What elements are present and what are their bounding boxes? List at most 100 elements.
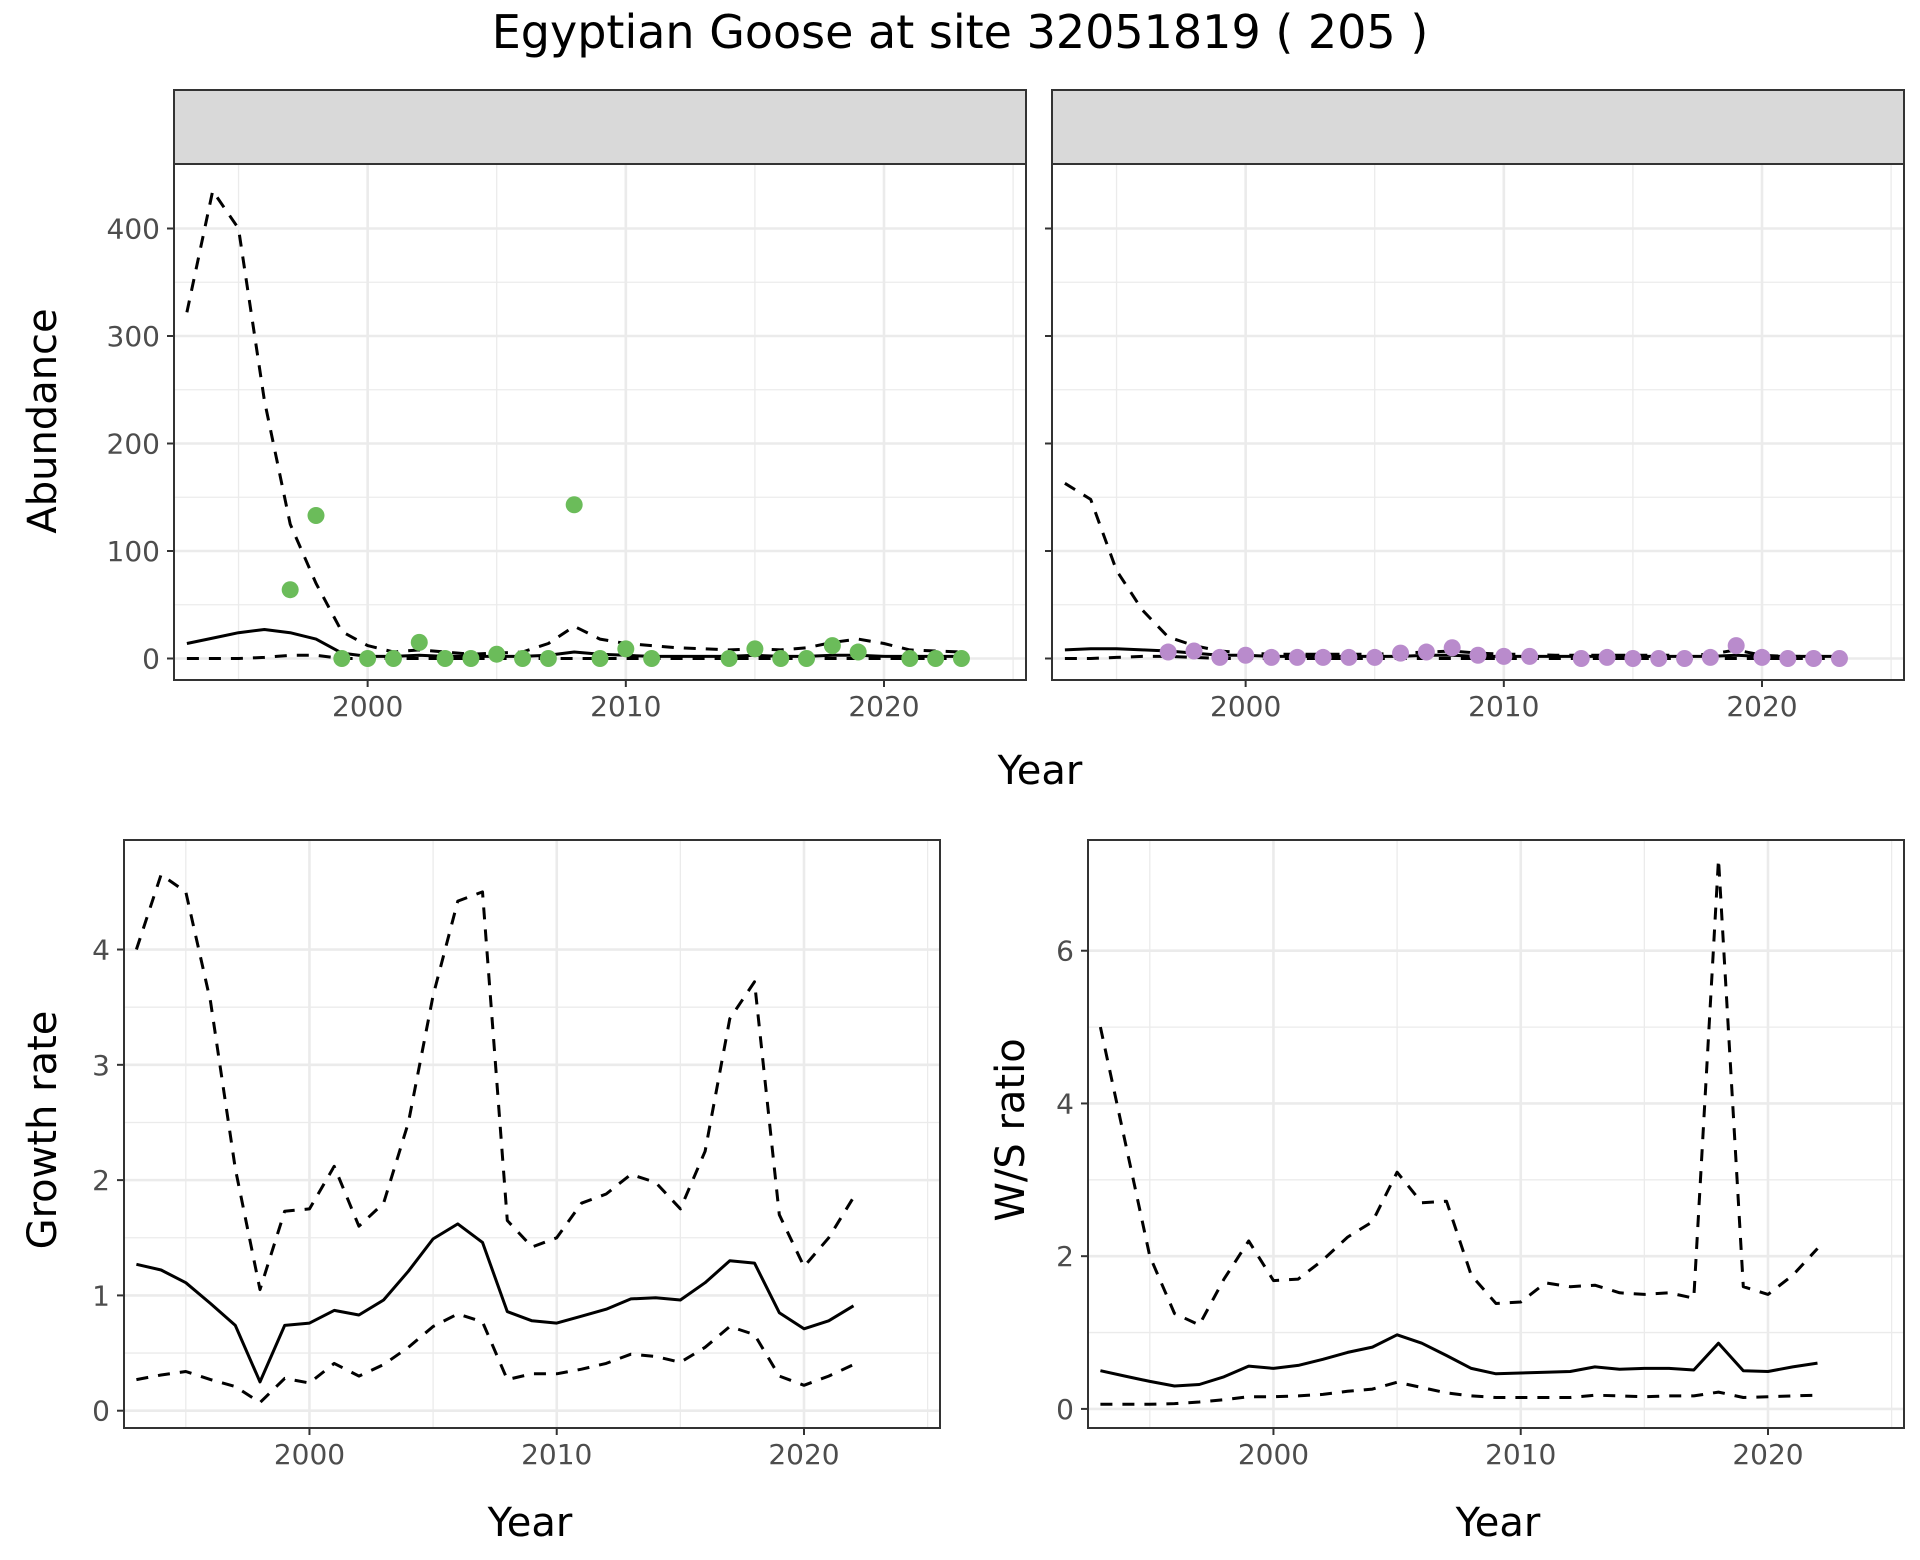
data-point-summer	[643, 650, 661, 667]
data-point-summer	[591, 650, 609, 667]
growth-y-axis-title: Growth rate	[20, 1011, 66, 1250]
data-point-winter	[1779, 650, 1797, 667]
data-point-winter	[1701, 648, 1719, 666]
data-point-summer	[384, 650, 402, 667]
data-point-winter	[1237, 646, 1255, 664]
series-line-summer-dashed-1	[185, 189, 962, 656]
y-tick-label: 4	[92, 934, 110, 967]
y-tick-label: 2	[1056, 1240, 1074, 1273]
data-point-winter	[1211, 648, 1229, 666]
data-point-summer	[952, 650, 970, 667]
panel-border-summer	[173, 163, 1027, 681]
data-point-winter	[1650, 650, 1668, 667]
x-tick-label: 2020	[1726, 690, 1797, 723]
data-point-winter	[1366, 648, 1384, 666]
facet-strip-winter	[1051, 89, 1905, 165]
panel-border-growth	[123, 839, 941, 1429]
y-tick-label: 400	[107, 213, 160, 246]
data-point-winter	[1185, 642, 1203, 660]
data-point-summer	[720, 650, 738, 667]
data-point-winter	[1392, 644, 1410, 662]
data-point-summer	[539, 650, 557, 667]
growth-x-axis-title: Year	[487, 1500, 573, 1546]
ratio-y-axis-title: W/S ratio	[988, 1038, 1034, 1221]
facet-strip-summer	[173, 89, 1027, 165]
y-tick-label: 2	[92, 1164, 110, 1197]
data-point-winter	[1805, 650, 1823, 667]
y-tick-label: 0	[1056, 1393, 1074, 1426]
y-tick-label: 4	[1056, 1087, 1074, 1120]
y-tick-label: 1	[92, 1279, 110, 1312]
x-tick-label: 2020	[848, 690, 919, 723]
y-tick-label: 3	[92, 1049, 110, 1082]
data-point-winter	[1572, 650, 1590, 667]
data-point-winter	[1727, 637, 1745, 655]
panel-border-ratio	[1087, 839, 1905, 1429]
x-tick-label: 2010	[1485, 1438, 1556, 1471]
series-line-ratio-dashed-2	[1100, 1380, 1818, 1406]
data-point-summer	[410, 633, 428, 651]
data-point-winter	[1417, 643, 1435, 661]
data-point-summer	[488, 645, 506, 663]
y-tick-label: 100	[107, 535, 160, 568]
data-point-summer	[281, 581, 299, 599]
data-point-summer	[617, 640, 635, 658]
series-line-growth-dashed-2	[136, 1312, 855, 1405]
y-tick-label: 0	[92, 1395, 110, 1428]
data-point-winter	[1262, 648, 1280, 666]
x-tick-label: 2010	[521, 1438, 592, 1471]
panel-border-winter	[1051, 163, 1905, 681]
data-point-summer	[514, 650, 532, 667]
data-point-summer	[901, 650, 919, 667]
data-point-winter	[1676, 650, 1694, 667]
x-tick-label: 2020	[768, 1438, 839, 1471]
data-point-summer	[746, 640, 764, 658]
data-point-summer	[565, 496, 583, 514]
data-point-winter	[1469, 646, 1487, 664]
series-line-ratio-solid-0	[1100, 1333, 1818, 1388]
data-point-winter	[1753, 648, 1771, 666]
data-point-winter	[1288, 648, 1306, 666]
x-tick-label: 2000	[1210, 690, 1281, 723]
top-x-axis-title: Year	[997, 748, 1083, 794]
x-tick-label: 2000	[274, 1438, 345, 1471]
y-tick-label: 6	[1056, 935, 1074, 968]
data-point-winter	[1624, 650, 1642, 667]
data-point-winter	[1159, 643, 1177, 661]
data-point-summer	[436, 650, 454, 667]
data-point-winter	[1495, 647, 1513, 665]
data-point-summer	[849, 643, 867, 661]
data-point-summer	[359, 650, 377, 667]
abundance-y-axis-title: Abundance	[20, 308, 66, 533]
data-point-winter	[1521, 647, 1539, 665]
x-tick-label: 2010	[590, 690, 661, 723]
data-point-summer	[307, 507, 325, 525]
data-point-summer	[927, 650, 945, 667]
data-point-summer	[772, 650, 790, 667]
data-point-summer	[462, 650, 480, 667]
x-tick-label: 2000	[1238, 1438, 1309, 1471]
data-point-summer	[333, 650, 351, 667]
ratio-x-axis-title: Year	[1455, 1500, 1541, 1546]
series-line-growth-solid-0	[136, 1222, 855, 1384]
data-point-winter	[1598, 648, 1616, 666]
data-point-winter	[1443, 639, 1461, 657]
data-point-winter	[1340, 648, 1358, 666]
x-tick-label: 2010	[1468, 690, 1539, 723]
series-line-ratio-dashed-1	[1098, 857, 1819, 1327]
data-point-summer	[823, 637, 841, 655]
y-tick-label: 300	[107, 320, 160, 353]
series-line-growth-dashed-1	[134, 873, 855, 1292]
series-line-summer-dashed-2	[186, 653, 962, 660]
y-tick-label: 0	[142, 643, 160, 676]
data-point-summer	[798, 650, 816, 667]
figure-title: Egyptian Goose at site 32051819 ( 205 )	[492, 5, 1429, 59]
data-point-winter	[1830, 650, 1848, 667]
data-point-winter	[1314, 648, 1332, 666]
x-tick-label: 2020	[1732, 1438, 1803, 1471]
series-line-summer-solid-0	[186, 628, 962, 658]
y-tick-label: 200	[107, 428, 160, 461]
x-tick-label: 2000	[332, 690, 403, 723]
